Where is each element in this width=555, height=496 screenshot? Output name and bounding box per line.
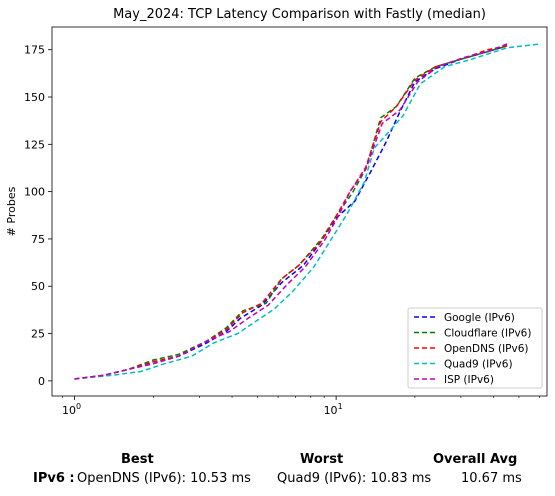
series-line-2	[74, 45, 508, 380]
y-tick-label: 125	[24, 138, 45, 151]
summary-best-value: OpenDNS (IPv6): 10.53 ms	[77, 471, 251, 486]
y-tick-label: 150	[24, 91, 45, 104]
y-tick-label: 175	[24, 44, 45, 57]
series-line-0	[74, 45, 508, 380]
y-tick-label: 50	[31, 280, 45, 293]
series-line-3	[74, 43, 540, 380]
chart-title: May_2024: TCP Latency Comparison with Fa…	[113, 7, 486, 22]
legend-label: ISP (IPv6)	[444, 374, 494, 386]
summary-header-best: Best	[121, 452, 154, 467]
plot-frame	[51, 26, 548, 397]
legend-label: OpenDNS (IPv6)	[444, 343, 529, 355]
y-axis-label: # Probes	[5, 186, 18, 236]
summary-header-overall: Overall Avg	[433, 452, 518, 467]
y-tick-label: 25	[31, 328, 45, 341]
legend-label: Google (IPv6)	[444, 312, 515, 324]
legend-label: Quad9 (IPv6)	[444, 359, 513, 371]
summary-row-label: IPv6 :	[33, 471, 75, 486]
y-tick-label: 100	[24, 186, 45, 199]
series-line-1	[74, 45, 508, 380]
x-tick-label: 100	[62, 402, 81, 417]
summary-overall-value: 10.67 ms	[461, 471, 522, 486]
x-tick-label: 101	[324, 402, 343, 417]
legend-label: Cloudflare (IPv6)	[444, 328, 531, 340]
y-tick-label: 75	[31, 233, 45, 246]
y-tick-label: 0	[38, 375, 45, 388]
chart: May_2024: TCP Latency Comparison with Fa…	[5, 7, 548, 434]
legend-box	[407, 307, 543, 389]
chart-svg: May_2024: TCP Latency Comparison with Fa…	[5, 7, 548, 434]
summary-worst-value: Quad9 (IPv6): 10.83 ms	[277, 471, 432, 486]
summary-header-worst: Worst	[300, 452, 344, 467]
